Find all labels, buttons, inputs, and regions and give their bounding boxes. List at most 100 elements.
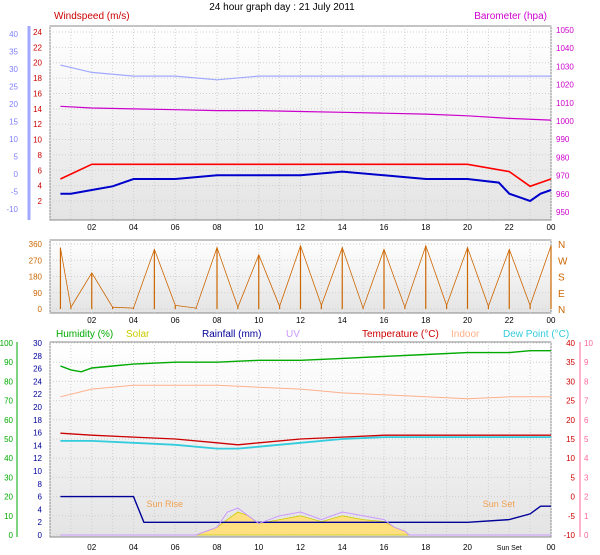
wind-xtick: 04 — [129, 223, 138, 232]
wind-xtick: 00 — [547, 223, 556, 232]
uv-ytick: 9 — [584, 358, 589, 367]
climate-xtick: 00 — [547, 543, 556, 552]
barometer-ytick: 1000 — [556, 117, 574, 126]
temperature-ytick: 35 — [566, 358, 575, 367]
rainfall-ytick: 24 — [33, 377, 42, 386]
barometer-ytick: 970 — [556, 172, 570, 181]
windspeed-ytick: 4 — [38, 182, 43, 191]
direction-xtick: 02 — [87, 316, 96, 325]
barometer-ytick: 1020 — [556, 81, 574, 90]
temperature-ytick: -10 — [563, 531, 575, 540]
gust-band-line — [60, 64, 551, 81]
temperature-ytick: 10 — [566, 454, 575, 463]
legend-entry: Temperature (°C) — [362, 329, 439, 340]
direction-ytick: 180 — [29, 273, 43, 282]
direction-ytick: 90 — [33, 289, 42, 298]
humidity-ytick: 90 — [4, 358, 13, 367]
sunrise-label: Sun Rise — [147, 499, 184, 509]
temperature-ytick: 5 — [571, 473, 576, 482]
humidity-ytick: 40 — [4, 454, 13, 463]
uv-ytick: 5 — [584, 435, 589, 444]
gust-ytick: -5 — [11, 188, 19, 197]
rainfall-ytick: 28 — [33, 352, 42, 361]
climate-xtick: 14 — [338, 543, 347, 552]
legend-entry: Solar — [126, 329, 150, 340]
climate-xtick: 12 — [296, 543, 305, 552]
windspeed-title: Windspeed (m/s) — [54, 11, 130, 22]
direction-line — [60, 244, 552, 310]
uv-ytick: 2 — [584, 493, 589, 502]
rainfall-ytick: 4 — [38, 505, 43, 514]
uv-ytick: 7 — [584, 397, 589, 406]
humidity-ytick: 30 — [4, 473, 13, 482]
direction-ytick: 360 — [29, 240, 43, 249]
humidity-ytick: 70 — [4, 397, 13, 406]
dew-point-line — [60, 436, 551, 450]
windspeed-ytick: 24 — [33, 28, 42, 37]
rainfall-ytick: 0 — [38, 531, 43, 540]
temperature-line — [60, 432, 551, 446]
climate-xtick: 16 — [380, 543, 389, 552]
windspeed-ytick: 20 — [33, 59, 42, 68]
compass-label: W — [558, 256, 568, 267]
uv-ytick: 1 — [584, 512, 589, 521]
climate-xtick: 10 — [254, 543, 263, 552]
humidity-ytick: 100 — [0, 339, 14, 348]
humidity-ytick: 80 — [4, 377, 13, 386]
direction-xtick: 06 — [171, 316, 180, 325]
humidity-line — [60, 350, 551, 373]
legend-entry: Humidity (%) — [56, 329, 113, 340]
uv-ytick: 8 — [584, 377, 589, 386]
uv-ytick: 10 — [584, 339, 593, 348]
direction-xtick: 16 — [380, 316, 389, 325]
uv-ytick: 0 — [584, 531, 589, 540]
rainfall-ytick: 18 — [33, 416, 42, 425]
rainfall-ytick: 26 — [33, 365, 42, 374]
wind-xtick: 18 — [421, 223, 430, 232]
legend-entry: Dew Point (°C) — [503, 329, 569, 340]
climate-xtick: 20 — [463, 543, 472, 552]
barometer-ytick: 960 — [556, 190, 570, 199]
rainfall-line — [60, 495, 551, 523]
direction-xtick: 04 — [129, 316, 138, 325]
windspeed-ytick: 2 — [38, 197, 43, 206]
gust-ytick: -10 — [6, 205, 18, 214]
uv-ytick: 6 — [584, 416, 589, 425]
humidity-ytick: 0 — [9, 531, 14, 540]
barometer-ytick: 990 — [556, 135, 570, 144]
rainfall-ytick: 30 — [33, 339, 42, 348]
windspeed-ytick: 8 — [38, 151, 43, 160]
temperature-ytick: 20 — [566, 416, 575, 425]
temperature-ytick: 25 — [566, 397, 575, 406]
gust-ytick: 10 — [9, 135, 18, 144]
humidity-ytick: 60 — [4, 416, 13, 425]
direction-xtick: 22 — [505, 316, 514, 325]
wind-xtick: 06 — [171, 223, 180, 232]
direction-xtick: 12 — [296, 316, 305, 325]
temperature-ytick: 40 — [566, 339, 575, 348]
gust-ytick: 15 — [9, 118, 18, 127]
temperature-ytick: 30 — [566, 377, 575, 386]
barometer-ytick: 1010 — [556, 99, 574, 108]
rainfall-ytick: 6 — [38, 493, 43, 502]
climate-xtick: 02 — [87, 543, 96, 552]
rainfall-ytick: 22 — [33, 390, 42, 399]
rainfall-ytick: 20 — [33, 403, 42, 412]
indoor-temperature-line — [60, 384, 551, 400]
compass-label: S — [558, 273, 565, 284]
sunset-label: Sun Set — [483, 499, 516, 509]
legend-entry: Indoor — [451, 329, 480, 340]
direction-xtick: 14 — [338, 316, 347, 325]
rainfall-ytick: 10 — [33, 467, 42, 476]
compass-label: N — [558, 240, 565, 251]
wind-average-line — [60, 170, 552, 203]
barometer-ytick: 950 — [556, 208, 570, 217]
temperature-ytick: -5 — [568, 512, 576, 521]
wind-xtick: 02 — [87, 223, 96, 232]
gust-ytick: 20 — [9, 100, 18, 109]
windspeed-line — [60, 163, 552, 188]
climate-xtick: 06 — [171, 543, 180, 552]
legend-entry: UV — [286, 329, 300, 340]
compass-label: N — [558, 305, 565, 316]
gust-ytick: 30 — [9, 65, 18, 74]
